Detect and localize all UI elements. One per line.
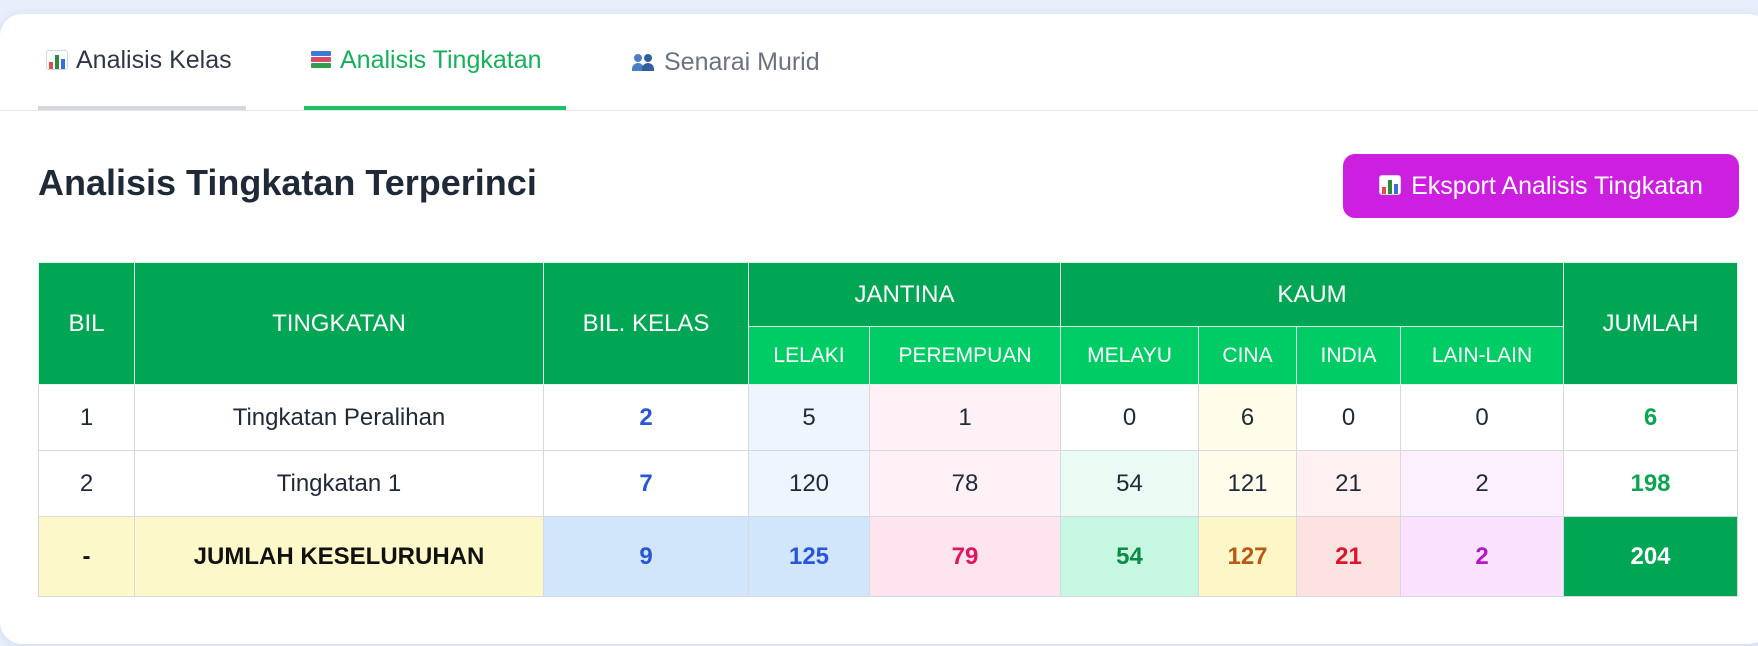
analysis-table: BIL TINGKATAN BIL. KELAS JANTINA KAUM JU… — [38, 262, 1738, 597]
total-india: 21 — [1296, 516, 1401, 597]
cell-bil-kelas: 7 — [543, 450, 749, 517]
cell-melayu: 0 — [1060, 384, 1199, 451]
main-card: Analisis Kelas Analisis Tingkatan Senara… — [0, 14, 1758, 644]
bar-chart-icon — [46, 50, 68, 70]
header-kaum: KAUM — [1060, 262, 1564, 327]
cell-lelaki: 120 — [748, 450, 870, 517]
total-label: JUMLAH KESELURUHAN — [134, 516, 544, 597]
tab-label: Analisis Kelas — [76, 45, 232, 74]
export-button[interactable]: Eksport Analisis Tingkatan — [1343, 154, 1739, 218]
total-perempuan: 79 — [869, 516, 1061, 597]
header-tingkatan: TINGKATAN — [134, 262, 544, 385]
table-row: 1 Tingkatan Peralihan 2 5 1 0 6 0 0 6 — [38, 384, 1738, 451]
cell-melayu: 54 — [1060, 450, 1199, 517]
people-icon — [632, 52, 656, 72]
total-bil: - — [38, 516, 135, 597]
cell-india: 0 — [1296, 384, 1401, 451]
total-row: - JUMLAH KESELURUHAN 9 125 79 54 127 21 … — [38, 516, 1738, 597]
tab-bar: Analisis Kelas Analisis Tingkatan Senara… — [0, 14, 1758, 111]
books-icon — [310, 50, 332, 70]
tab-analisis-kelas[interactable]: Analisis Kelas — [38, 14, 246, 110]
header-cina: CINA — [1198, 326, 1297, 385]
total-bil-kelas: 9 — [543, 516, 749, 597]
total-jumlah: 204 — [1563, 516, 1738, 597]
header-bil-kelas: BIL. KELAS — [543, 262, 749, 385]
header-lain-lain: LAIN-LAIN — [1400, 326, 1564, 385]
total-lain-lain: 2 — [1400, 516, 1564, 597]
total-lelaki: 125 — [748, 516, 870, 597]
header-jantina: JANTINA — [748, 262, 1061, 327]
cell-lelaki: 5 — [748, 384, 870, 451]
header-india: INDIA — [1296, 326, 1401, 385]
cell-lain-lain: 2 — [1400, 450, 1564, 517]
cell-jumlah: 198 — [1563, 450, 1738, 517]
tab-label: Senarai Murid — [664, 47, 820, 76]
cell-perempuan: 1 — [869, 384, 1061, 451]
cell-bil: 1 — [38, 384, 135, 451]
cell-bil: 2 — [38, 450, 135, 517]
tab-senarai-murid[interactable]: Senarai Murid — [632, 14, 832, 110]
page-title: Analisis Tingkatan Terperinci — [38, 162, 537, 203]
bar-chart-icon — [1379, 172, 1402, 201]
cell-tingkatan: Tingkatan 1 — [134, 450, 544, 517]
cell-cina: 121 — [1198, 450, 1297, 517]
cell-perempuan: 78 — [869, 450, 1061, 517]
tab-label: Analisis Tingkatan — [340, 45, 542, 74]
total-melayu: 54 — [1060, 516, 1199, 597]
total-cina: 127 — [1198, 516, 1297, 597]
header-perempuan: PEREMPUAN — [869, 326, 1061, 385]
cell-cina: 6 — [1198, 384, 1297, 451]
header-bil: BIL — [38, 262, 135, 385]
cell-jumlah: 6 — [1563, 384, 1738, 451]
export-button-label: Eksport Analisis Tingkatan — [1411, 171, 1703, 200]
cell-india: 21 — [1296, 450, 1401, 517]
header-jumlah: JUMLAH — [1563, 262, 1738, 385]
cell-tingkatan: Tingkatan Peralihan — [134, 384, 544, 451]
tab-analisis-tingkatan[interactable]: Analisis Tingkatan — [304, 14, 566, 110]
cell-lain-lain: 0 — [1400, 384, 1564, 451]
cell-bil-kelas: 2 — [543, 384, 749, 451]
header-melayu: MELAYU — [1060, 326, 1199, 385]
header-lelaki: LELAKI — [748, 326, 870, 385]
table-row: 2 Tingkatan 1 7 120 78 54 121 21 2 198 — [38, 450, 1738, 517]
